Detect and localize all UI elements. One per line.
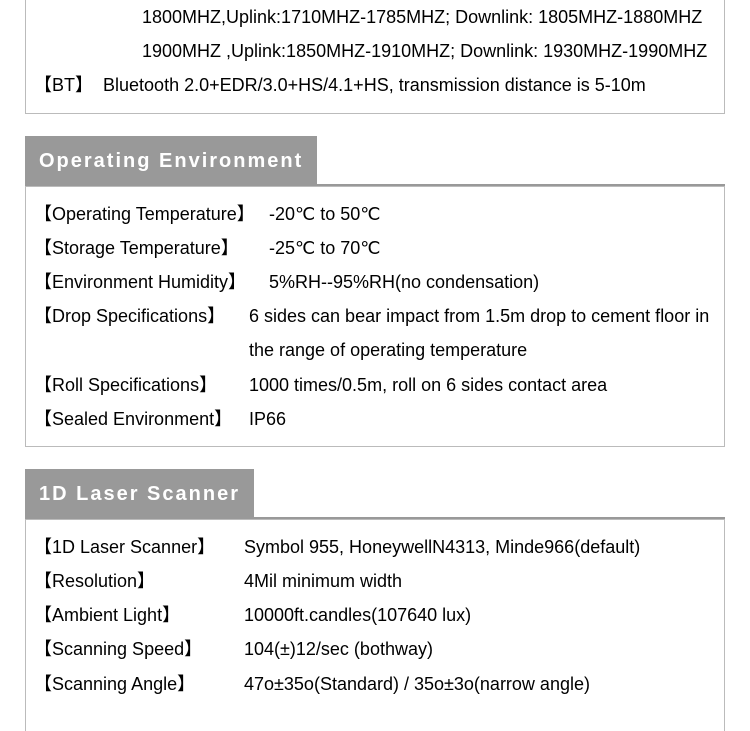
header-underline: [254, 517, 725, 519]
scanning-angle-value: 47o±35o(Standard) / 35o±3o(narrow angle): [244, 667, 716, 701]
environment-humidity-value: 5%RH--95%RH(no condensation): [269, 265, 716, 299]
roll-specifications-label: 【Roll Specifications】: [34, 368, 249, 402]
operating-environment-header: Operating Environment: [25, 136, 725, 186]
resolution-value: 4Mil minimum width: [244, 564, 716, 598]
header-underline: [317, 184, 725, 186]
operating-temperature-row: 【Operating Temperature】 -20℃ to 50℃: [34, 197, 716, 231]
scanning-angle-label: 【Scanning Angle】: [34, 667, 244, 701]
drop-specifications-value: 6 sides can bear impact from 1.5m drop t…: [249, 299, 716, 367]
drop-specifications-row: 【Drop Specifications】 6 sides can bear i…: [34, 299, 716, 367]
storage-temperature-label: 【Storage Temperature】: [34, 231, 269, 265]
storage-temperature-row: 【Storage Temperature】 -25℃ to 70℃: [34, 231, 716, 265]
laser-scanner-header: 1D Laser Scanner: [25, 469, 725, 519]
scanning-speed-row: 【Scanning Speed】 104(±)12/sec (bothway): [34, 632, 716, 666]
roll-specifications-value: 1000 times/0.5m, roll on 6 sides contact…: [249, 368, 716, 402]
ambient-light-value: 10000ft.candles(107640 lux): [244, 598, 716, 632]
sealed-environment-value: IP66: [249, 402, 716, 436]
environment-humidity-label: 【Environment Humidity】: [34, 265, 269, 299]
freq-line-1800: 1800MHZ,Uplink:1710MHZ-1785MHZ; Downlink…: [34, 0, 716, 34]
laser-scanner-label: 【1D Laser Scanner】: [34, 530, 244, 564]
bluetooth-row: 【BT】 Bluetooth 2.0+EDR/3.0+HS/4.1+HS, tr…: [34, 68, 716, 102]
laser-scanner-title: 1D Laser Scanner: [25, 469, 254, 519]
scanning-angle-row: 【Scanning Angle】 47o±35o(Standard) / 35o…: [34, 667, 716, 701]
sealed-environment-label: 【Sealed Environment】: [34, 402, 249, 436]
freq-line-1900: 1900MHZ ,Uplink:1850MHZ-1910MHZ; Downlin…: [34, 34, 716, 68]
scanning-speed-label: 【Scanning Speed】: [34, 632, 244, 666]
storage-temperature-value: -25℃ to 70℃: [269, 231, 716, 265]
bluetooth-label: 【BT】: [34, 68, 103, 102]
operating-environment-box: 【Operating Temperature】 -20℃ to 50℃ 【Sto…: [25, 186, 725, 447]
environment-humidity-row: 【Environment Humidity】 5%RH--95%RH(no co…: [34, 265, 716, 299]
sealed-environment-row: 【Sealed Environment】 IP66: [34, 402, 716, 436]
roll-specifications-row: 【Roll Specifications】 1000 times/0.5m, r…: [34, 368, 716, 402]
drop-specifications-label: 【Drop Specifications】: [34, 299, 249, 333]
scanning-speed-value: 104(±)12/sec (bothway): [244, 632, 716, 666]
resolution-row: 【Resolution】 4Mil minimum width: [34, 564, 716, 598]
laser-scanner-value: Symbol 955, HoneywellN4313, Minde966(def…: [244, 530, 716, 564]
operating-temperature-value: -20℃ to 50℃: [269, 197, 716, 231]
resolution-label: 【Resolution】: [34, 564, 244, 598]
operating-temperature-label: 【Operating Temperature】: [34, 197, 269, 231]
operating-environment-title: Operating Environment: [25, 136, 317, 186]
laser-scanner-row: 【1D Laser Scanner】 Symbol 955, Honeywell…: [34, 530, 716, 564]
ambient-light-row: 【Ambient Light】 10000ft.candles(107640 l…: [34, 598, 716, 632]
laser-scanner-box: 【1D Laser Scanner】 Symbol 955, Honeywell…: [25, 519, 725, 731]
ambient-light-label: 【Ambient Light】: [34, 598, 244, 632]
bluetooth-value: Bluetooth 2.0+EDR/3.0+HS/4.1+HS, transmi…: [103, 68, 646, 102]
top-communication-box: 1800MHZ,Uplink:1710MHZ-1785MHZ; Downlink…: [25, 0, 725, 114]
